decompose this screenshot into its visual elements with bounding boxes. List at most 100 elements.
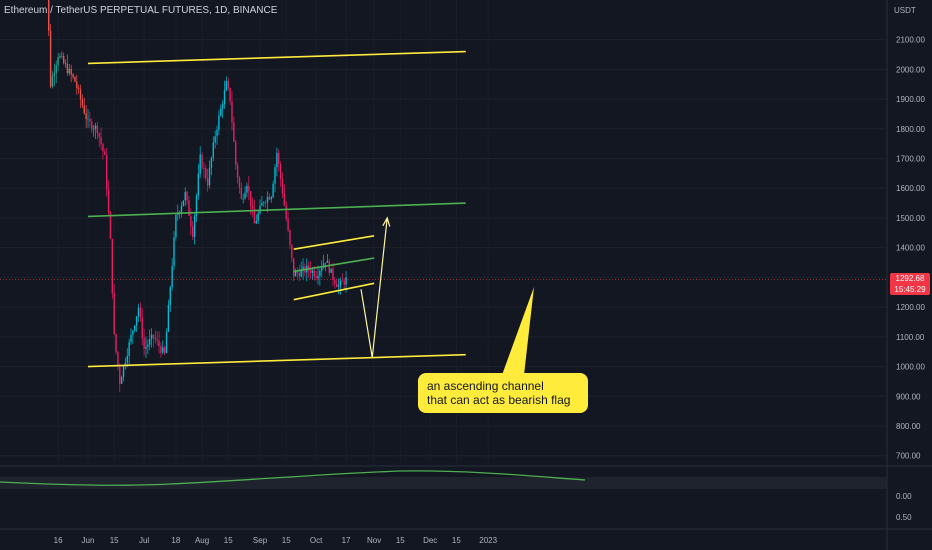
candle-body — [205, 168, 207, 179]
candle-body — [281, 178, 284, 194]
candle-body — [126, 356, 128, 363]
projection-arrowhead — [382, 216, 391, 227]
yellow-trendline[interactable] — [293, 235, 375, 250]
candle-body — [332, 268, 334, 280]
candle-body — [175, 215, 177, 238]
candle-body — [263, 202, 265, 204]
candle-body — [317, 275, 319, 279]
candle-body — [79, 89, 82, 100]
candle-body — [268, 196, 271, 200]
candle-body — [160, 346, 162, 353]
yellow-trendline[interactable] — [293, 282, 375, 301]
candle-body — [182, 200, 185, 206]
candle-body — [274, 167, 276, 184]
candle-body — [249, 191, 252, 207]
candle-body — [206, 178, 209, 186]
candle-body — [85, 113, 87, 119]
green-trendline[interactable] — [87, 202, 466, 218]
candle-body — [218, 115, 220, 130]
candle-body — [150, 334, 153, 340]
candle-body — [141, 317, 143, 339]
oscillator-line — [0, 470, 586, 486]
annotation-callout[interactable]: an ascending channel that can act as bea… — [418, 373, 588, 413]
price-tick-label: 900.00 — [896, 392, 921, 401]
candle-body — [91, 121, 93, 130]
candle-body — [289, 230, 291, 245]
price-tick-label: 2000.00 — [896, 65, 925, 74]
candle-body — [102, 144, 104, 152]
oscillator-tick-label: 0.00 — [896, 492, 912, 501]
candle-body — [214, 136, 216, 143]
candle-body — [225, 80, 228, 91]
candle-body — [147, 344, 149, 347]
candle-body — [117, 351, 119, 367]
candle-body — [96, 125, 99, 134]
candle-body — [322, 263, 325, 268]
time-tick-label: 17 — [342, 536, 351, 545]
time-tick-label: 15 — [396, 536, 405, 545]
price-tick-label: 1000.00 — [896, 363, 925, 372]
candle-body — [62, 56, 65, 63]
candle-body — [324, 262, 327, 264]
time-tick-label: Aug — [195, 536, 209, 545]
candle-body — [186, 192, 188, 201]
candle-body — [330, 268, 332, 273]
candle-body — [246, 185, 248, 193]
candle-body — [111, 238, 114, 294]
yellow-trendline[interactable] — [87, 50, 466, 65]
price-tick-label: 700.00 — [896, 452, 921, 461]
candle-body — [128, 342, 130, 357]
time-tick-label: 18 — [171, 536, 180, 545]
candle-body — [302, 266, 304, 270]
candle-body — [296, 271, 299, 273]
candle-body — [51, 76, 54, 87]
candle-body — [132, 330, 134, 335]
candle-body — [242, 198, 244, 200]
price-tick-label: 1700.00 — [896, 155, 925, 164]
oscillator-tick-label: 0.50 — [896, 513, 912, 522]
candle-body — [107, 189, 110, 213]
projection-path[interactable] — [360, 217, 388, 358]
candle-body — [270, 197, 272, 200]
candle-body — [199, 154, 201, 174]
candle-body — [315, 276, 317, 279]
time-tick-label: 2023 — [479, 536, 497, 545]
candle-body — [336, 283, 338, 287]
candle-body — [188, 200, 190, 216]
candle-body — [309, 269, 312, 273]
candle-body — [345, 277, 347, 285]
candle-body — [300, 269, 302, 277]
candle-body — [119, 366, 121, 384]
candle-body — [334, 279, 336, 284]
candle-body — [154, 337, 157, 340]
candle-body — [98, 133, 100, 137]
candle-body — [321, 267, 323, 271]
green-trendline[interactable] — [293, 257, 375, 273]
time-tick-label: Sep — [253, 536, 268, 545]
candle-body — [197, 173, 200, 196]
candle-body — [311, 270, 314, 273]
candle-body — [70, 68, 72, 75]
candle-body — [283, 193, 286, 206]
candle-body — [272, 183, 274, 198]
annotation-line-1: an ascending channel — [427, 379, 544, 393]
yellow-trendline[interactable] — [87, 353, 466, 368]
annotation-line-2: that can act as bearish flag — [427, 393, 571, 407]
candle-body — [203, 168, 205, 169]
candle-body — [240, 187, 243, 199]
candle-body — [307, 265, 310, 270]
candle-body — [291, 244, 293, 259]
candle-body — [163, 347, 166, 354]
candle-body — [227, 80, 229, 89]
candle-body — [220, 108, 222, 116]
candle-body — [208, 167, 211, 186]
chart-title[interactable]: Ethereum / TetherUS PERPETUAL FUTURES, 1… — [4, 5, 278, 16]
candle-body — [87, 118, 89, 120]
candle-body — [339, 280, 342, 286]
candle-body — [48, 0, 50, 31]
candle-body — [171, 265, 173, 288]
candle-body — [130, 334, 132, 343]
